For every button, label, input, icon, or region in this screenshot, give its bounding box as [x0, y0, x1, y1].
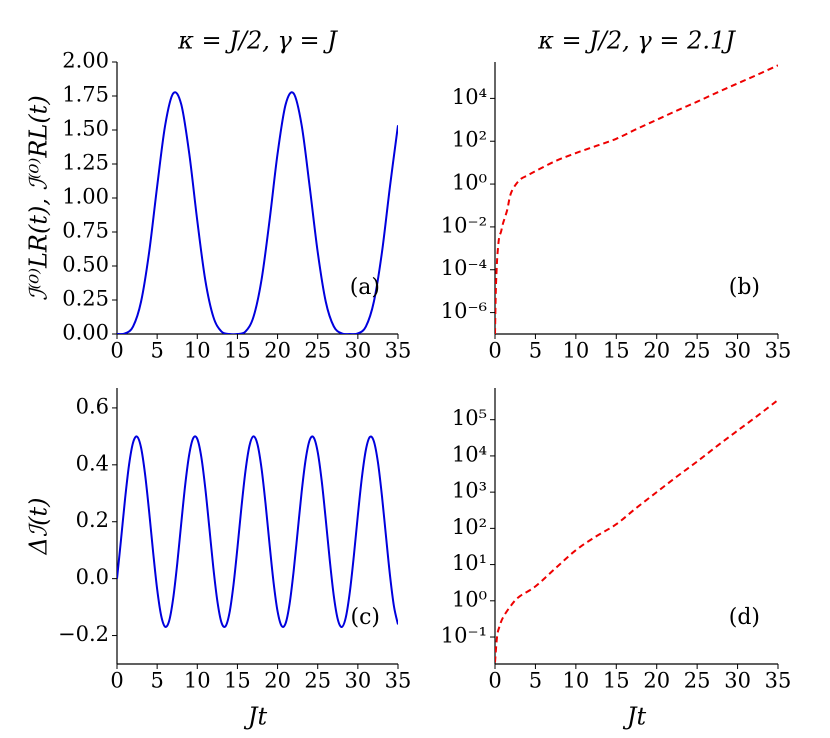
panel-label: (a): [350, 275, 380, 300]
x-tick-label: 5: [150, 339, 163, 363]
panel-label: (b): [729, 275, 760, 300]
x-tick-label: 35: [765, 339, 792, 363]
x-tick-label: 0: [110, 339, 123, 363]
x-tick-label: 30: [724, 669, 751, 693]
y-tick-label: 0.0: [76, 565, 109, 589]
x-tick-label: 25: [304, 339, 331, 363]
x-tick-label: 35: [385, 669, 412, 693]
x-tick-label: 30: [344, 339, 371, 363]
x-tick-label: 0: [110, 669, 123, 693]
x-tick-label: 15: [224, 339, 251, 363]
panel-title: κ = J/2, γ = J: [177, 27, 338, 55]
y-axis-label: ℐ⁽⁰⁾LR(t), ℐ⁽⁰⁾RL(t): [25, 95, 53, 300]
y-tick-label: 10⁰: [452, 171, 487, 195]
y-tick-label: 10⁻²: [441, 213, 487, 237]
x-tick-label: 30: [724, 339, 751, 363]
data-line: [117, 435, 398, 629]
x-tick-label: 10: [184, 339, 211, 363]
x-tick-label: 35: [765, 669, 792, 693]
y-tick-label: 10⁰: [452, 587, 487, 611]
x-tick-label: 30: [344, 669, 371, 693]
y-tick-label: 10⁻⁴: [441, 256, 487, 280]
x-tick-label: 10: [562, 339, 589, 363]
y-tick-label: 0.4: [76, 451, 109, 475]
y-tick-label: 1.00: [62, 185, 109, 209]
x-tick-label: 15: [603, 339, 630, 363]
y-tick-label: 0.2: [76, 508, 109, 532]
y-tick-label: 10²: [452, 515, 487, 539]
data-line: [117, 91, 398, 334]
y-tick-label: 10⁻¹: [441, 624, 487, 648]
x-tick-label: 5: [150, 669, 163, 693]
y-tick-label: 0.75: [62, 219, 109, 243]
y-tick-label: 10²: [452, 128, 487, 152]
y-tick-label: 1.75: [62, 83, 109, 107]
x-tick-label: 20: [264, 669, 291, 693]
x-axis-label: Jt: [622, 703, 647, 731]
data-line: [495, 64, 778, 334]
x-tick-label: 0: [488, 339, 501, 363]
x-tick-label: 20: [643, 669, 670, 693]
x-tick-label: 20: [643, 339, 670, 363]
x-tick-label: 10: [562, 669, 589, 693]
x-tick-label: 25: [684, 339, 711, 363]
y-tick-label: 10³: [452, 479, 487, 503]
y-tick-label: 0.50: [62, 253, 109, 277]
x-tick-label: 25: [304, 669, 331, 693]
data-line: [495, 399, 778, 663]
y-tick-label: 2.00: [62, 49, 109, 73]
y-tick-label: 10⁻⁶: [441, 299, 487, 323]
panel-label: (c): [351, 605, 381, 630]
y-tick-label: 10⁵: [452, 406, 487, 430]
x-tick-label: 5: [529, 339, 542, 363]
y-tick-label: 10⁴: [452, 85, 487, 109]
x-tick-label: 15: [603, 669, 630, 693]
x-tick-label: 35: [385, 339, 412, 363]
x-axis-label: Jt: [243, 703, 268, 731]
y-tick-label: 10⁴: [452, 442, 487, 466]
y-tick-label: 0.25: [62, 287, 109, 311]
x-tick-label: 15: [224, 669, 251, 693]
y-tick-label: 1.25: [62, 151, 109, 175]
panel-label: (d): [729, 605, 760, 630]
y-tick-label: 10¹: [452, 551, 487, 575]
x-tick-label: 20: [264, 339, 291, 363]
y-tick-label: 0.6: [76, 394, 109, 418]
x-tick-label: 25: [684, 669, 711, 693]
x-tick-label: 10: [184, 669, 211, 693]
y-axis-label: Δℐ(t): [25, 498, 53, 556]
panel-title: κ = J/2, γ = 2.1J: [537, 27, 736, 55]
y-tick-label: −0.2: [58, 622, 109, 646]
y-tick-label: 0.00: [62, 321, 109, 345]
x-tick-label: 0: [488, 669, 501, 693]
x-tick-label: 5: [529, 669, 542, 693]
y-tick-label: 1.50: [62, 117, 109, 141]
